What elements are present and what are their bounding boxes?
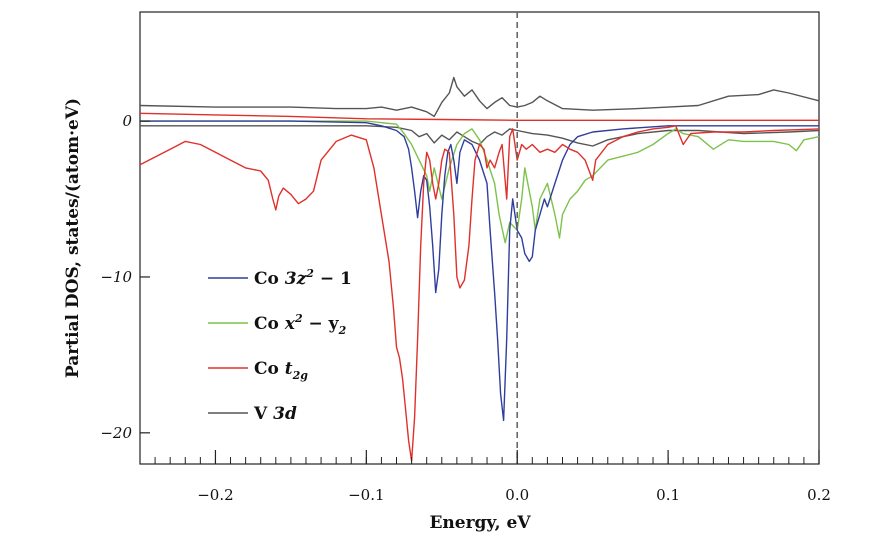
series-line-5 (139, 112, 819, 121)
y-tick-label: −10 (100, 268, 132, 286)
x-tick-label: 0.1 (656, 486, 680, 504)
legend-entry: Co 3z2 − 1 (254, 267, 352, 289)
legend-entry: Co t2g (254, 359, 308, 382)
x-tick-label: 0.2 (807, 486, 831, 504)
series-layer (139, 76, 820, 462)
legend-entry: V 3d (253, 404, 297, 424)
series-line-2 (140, 120, 820, 244)
series-line-0 (139, 76, 820, 118)
x-axis-title: Energy, eV (429, 513, 531, 533)
minor-ticks (139, 457, 820, 464)
y-tick-label: 0 (122, 112, 132, 130)
x-tick-label: −0.1 (348, 486, 384, 504)
x-axis-ticks: −0.2 −0.1 0.0 0.1 0.2 (197, 450, 831, 504)
legend-entry: Co x2 − y2 (254, 312, 347, 337)
y-axis-ticks: 0 −10 −20 (100, 112, 150, 442)
x-tick-label: −0.2 (197, 486, 233, 504)
y-axis-title: Partial DOS, states/(atom·eV) (63, 98, 83, 378)
series-line-4 (139, 125, 820, 462)
x-tick-label: 0.0 (505, 486, 529, 504)
plot-frame (139, 11, 820, 465)
series-line-1 (140, 125, 820, 147)
legend: Co 3z2 − 1 Co x2 − y2 Co t2g V 3d (208, 267, 352, 424)
y-tick-label: −20 (100, 424, 132, 442)
series-line-3 (140, 120, 819, 422)
